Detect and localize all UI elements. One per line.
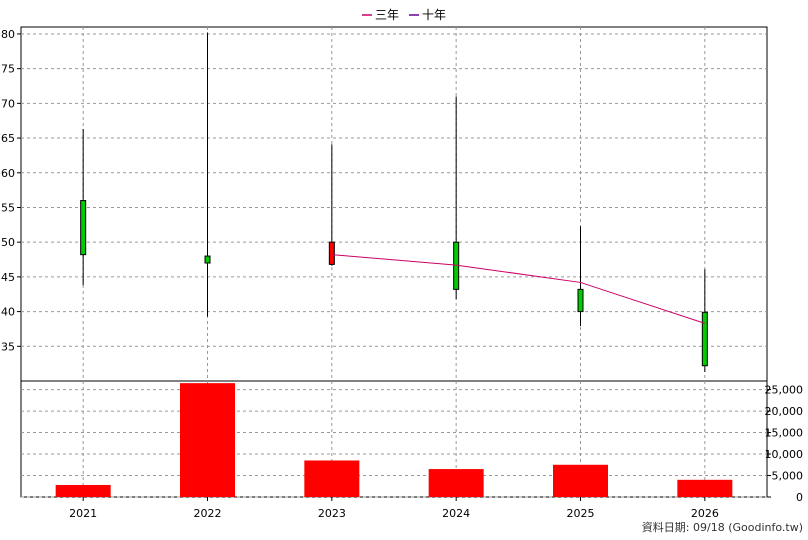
price-tick-label: 80 xyxy=(1,28,15,41)
grid-lines xyxy=(20,26,768,498)
price-tick-label: 45 xyxy=(1,271,15,284)
price-tick-label: 60 xyxy=(1,167,15,180)
price-tick-label: 50 xyxy=(1,236,15,249)
price-tick-label: 70 xyxy=(1,97,15,110)
volume-tick-label: 0 xyxy=(796,491,803,504)
candle-body xyxy=(328,241,335,265)
volume-bars xyxy=(55,383,733,497)
x-tick-label: 2021 xyxy=(69,507,97,520)
data-date-credit: 資料日期: 09/18 (Goodinfo.tw) xyxy=(642,520,803,534)
volume-bar xyxy=(428,469,484,497)
price-tick-label: 75 xyxy=(1,63,15,76)
x-tick-label: 2023 xyxy=(318,507,346,520)
x-tick-label: 2024 xyxy=(442,507,470,520)
volume-tick-label: 15,000 xyxy=(765,427,804,440)
price-tick-label: 40 xyxy=(1,306,15,319)
candlesticks xyxy=(80,32,708,372)
x-tick-label: 2025 xyxy=(567,507,595,520)
price-tick-label: 65 xyxy=(1,132,15,145)
price-panel-frame xyxy=(20,26,768,382)
volume-bar xyxy=(677,479,733,497)
volume-axis: 0 5,000 10,000 15,000 20,000 25,000 xyxy=(765,384,804,504)
volume-bar xyxy=(304,460,360,497)
volume-bar xyxy=(180,383,235,497)
volume-tick-label: 20,000 xyxy=(765,405,804,418)
volume-tick-label: 5,000 xyxy=(772,470,804,483)
legend-label: 三年 xyxy=(375,8,399,22)
moving-average-lines xyxy=(331,254,705,324)
volume-bar xyxy=(55,484,111,497)
volume-bar xyxy=(553,464,608,497)
x-axis: 2021 2022 2023 2024 2025 2026 xyxy=(69,497,719,520)
candle-body xyxy=(701,311,708,367)
x-tick-label: 2026 xyxy=(691,507,719,520)
candle-body xyxy=(80,200,87,256)
volume-tick-label: 10,000 xyxy=(765,448,804,461)
price-axis: 35 40 45 50 55 60 65 70 75 80 xyxy=(1,28,21,353)
volume-tick-label: 25,000 xyxy=(765,384,804,397)
legend-label: 十年 xyxy=(422,8,446,22)
chart-legend: 三年 十年 xyxy=(362,8,446,22)
x-tick-label: 2022 xyxy=(194,507,222,520)
candle-body xyxy=(577,288,584,313)
candle-body xyxy=(204,255,211,264)
price-tick-label: 35 xyxy=(1,340,15,353)
three-year-line xyxy=(331,254,705,324)
volume-panel-frame xyxy=(20,380,768,498)
price-tick-label: 55 xyxy=(1,201,15,214)
